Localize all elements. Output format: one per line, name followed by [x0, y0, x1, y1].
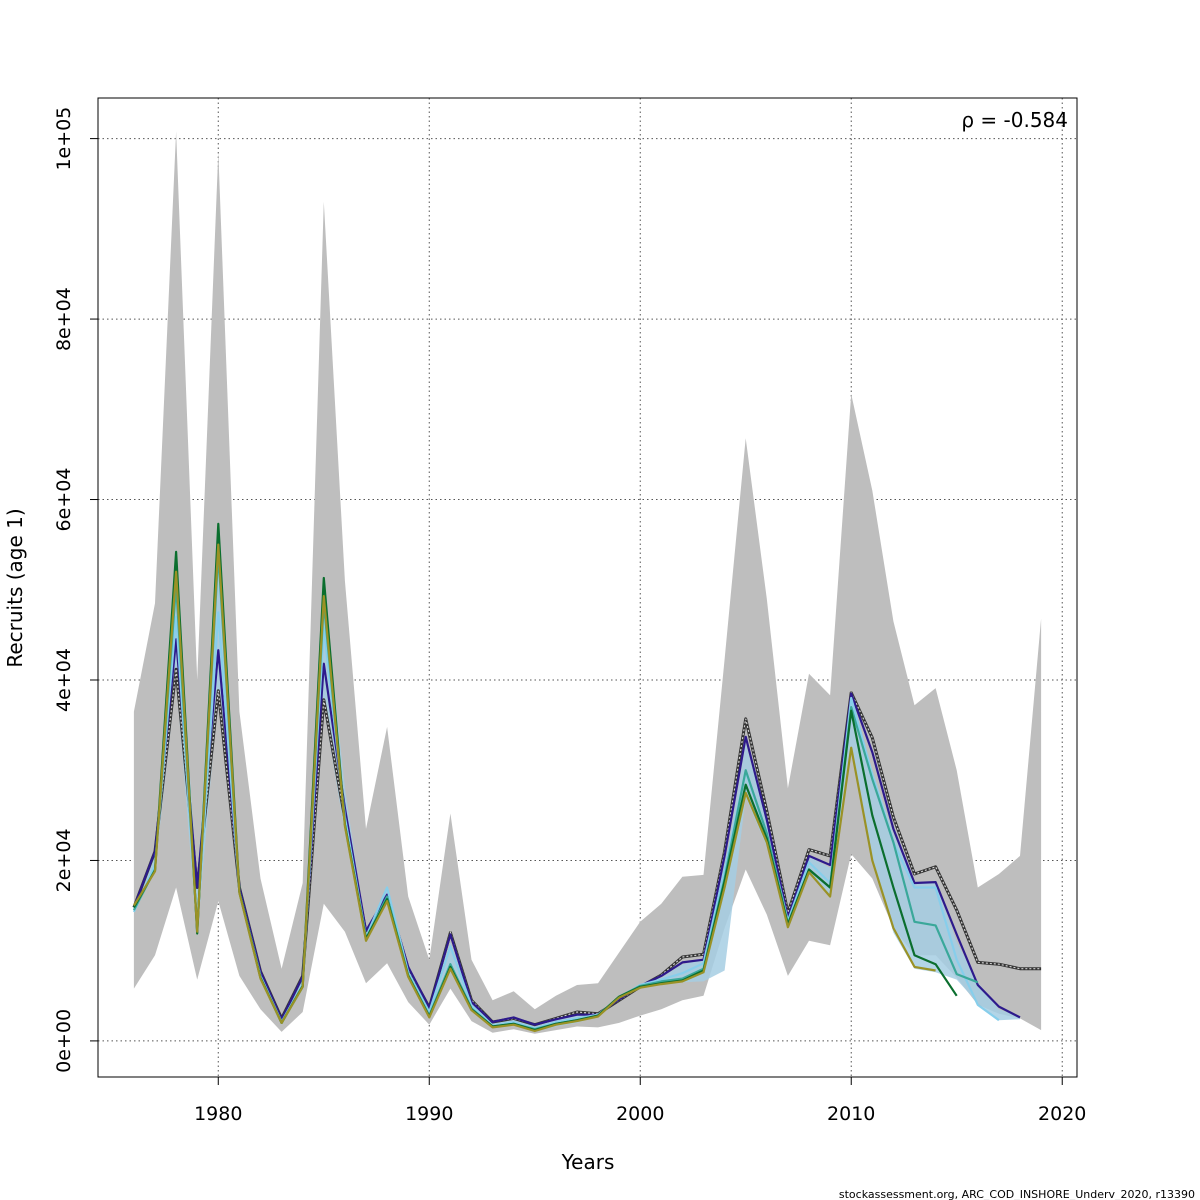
- y-tick-label: 1e+05: [53, 107, 75, 171]
- y-tick-label: 8e+04: [53, 287, 75, 351]
- series-lines: [132, 522, 1042, 1033]
- series-line-6: [132, 543, 936, 1033]
- y-axis-title: Recruits (age 1): [3, 508, 27, 667]
- x-tick-label: 2020: [1038, 1103, 1086, 1125]
- confidence-band-outer: [133, 131, 1042, 1034]
- x-axis-title: Years: [561, 1150, 615, 1174]
- credit-text: stockassessment.org, ARC_COD_INSHORE_Und…: [839, 1188, 1195, 1200]
- y-tick-label: 2e+04: [53, 828, 75, 892]
- x-tick-label: 2010: [827, 1103, 875, 1125]
- y-tick-label: 6e+04: [53, 468, 75, 532]
- y-tick-label: 0e+00: [53, 1009, 75, 1073]
- rho-annotation: ρ = -0.584: [961, 108, 1068, 132]
- x-tick-label: 1980: [194, 1103, 242, 1125]
- x-axis: 1980 1990 2000 2010 2020: [194, 1076, 1086, 1125]
- y-tick-label: 4e+04: [53, 648, 75, 712]
- x-tick-label: 1990: [405, 1103, 453, 1125]
- x-tick-label: 2000: [616, 1103, 664, 1125]
- y-axis: 0e+00 2e+04 4e+04 6e+04 8e+04 1e+05: [53, 107, 99, 1073]
- series-line-2: [132, 638, 1021, 1026]
